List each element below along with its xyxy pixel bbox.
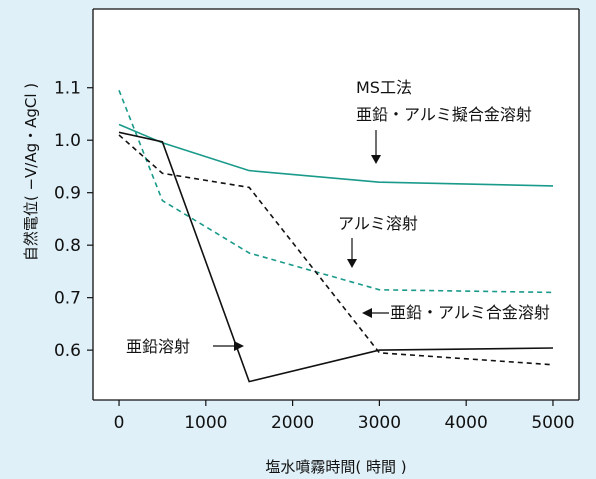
y-tick-label: 0.8	[54, 236, 81, 256]
series-line-3	[118, 131, 554, 383]
annotation-zn-arrowhead	[234, 341, 244, 351]
annotation-znal-arrowhead	[362, 308, 372, 318]
y-axis-title: 自然電位( −V/Ag・AgCl )	[22, 83, 40, 261]
annotation-ms-line2: 亜鉛・アルミ擬合金溶射	[356, 105, 532, 124]
annotation-znal: 亜鉛・アルミ合金溶射	[390, 303, 550, 322]
x-axis-title: 塩水噴霧時間( 時間 )	[265, 458, 406, 476]
x-tick-label: 4000	[445, 413, 488, 433]
series-layer	[118, 90, 554, 383]
annotation-al: アルミ溶射	[338, 214, 418, 233]
annotation-zn: 亜鉛溶射	[126, 337, 190, 356]
y-tick-label: 0.9	[54, 184, 81, 204]
y-tick-label: 0.6	[54, 341, 81, 361]
tick-layer: 0 1000 2000 3000 4000 5000 0.6 0.7 0.8 0.9 1.0 1.1	[54, 79, 575, 433]
x-tick-label: 3000	[358, 413, 401, 433]
series-line-1	[118, 90, 554, 294]
y-tick-label: 1.0	[54, 131, 81, 151]
x-tick-label: 2000	[271, 413, 314, 433]
x-tick-label: 5000	[531, 413, 574, 433]
plot-area	[93, 9, 579, 400]
y-tick-label: 0.7	[54, 289, 81, 309]
y-tick-label: 1.1	[54, 79, 81, 99]
annotation-ms-arrowhead	[371, 155, 381, 164]
x-tick-label: 0	[114, 413, 125, 433]
series-line-0	[118, 123, 554, 187]
annotation-al-arrowhead	[347, 259, 357, 268]
x-tick-label: 1000	[184, 413, 227, 433]
annotation-ms-line1: MS工法	[356, 78, 412, 97]
series-line-2	[118, 134, 554, 366]
